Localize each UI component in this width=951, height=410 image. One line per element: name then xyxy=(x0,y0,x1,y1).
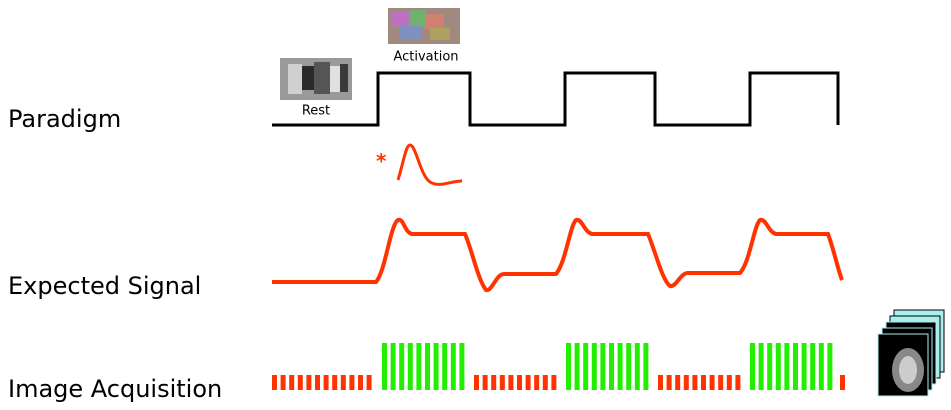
rest-scan-bar xyxy=(358,375,363,390)
rest-scan-bar xyxy=(726,375,732,390)
rest-scan-bar xyxy=(525,375,531,390)
rest-scan-bar xyxy=(340,375,346,390)
active-scan-bar xyxy=(758,343,764,390)
rest-scan-bar xyxy=(709,375,715,390)
rest-scan-bar xyxy=(718,375,724,390)
active-scan-bar xyxy=(634,343,640,390)
active-scan-bar xyxy=(450,343,456,390)
active-scan-bar xyxy=(591,343,597,390)
active-scan-bar xyxy=(784,343,790,390)
hrf-curve xyxy=(396,143,463,186)
rest-scan-bar xyxy=(675,375,681,390)
active-scan-bar xyxy=(617,343,623,390)
rest-scan-bar xyxy=(323,375,329,390)
active-scan-bar xyxy=(643,343,649,390)
active-scan-bar xyxy=(407,343,413,390)
rest-scan-bar xyxy=(499,375,505,390)
row-label: Paradigm xyxy=(8,105,121,133)
active-scan-bar xyxy=(775,343,781,390)
rest-scan-bar xyxy=(658,375,663,390)
active-scan-bar xyxy=(600,343,606,390)
rest-scan-bar xyxy=(666,375,672,390)
volume-stack xyxy=(877,309,945,397)
row-label: Image Acquisition xyxy=(8,375,222,403)
thumbnail-label: Activation xyxy=(393,50,458,65)
rest-scan-bar xyxy=(474,375,479,390)
active-scan-bar xyxy=(750,343,755,390)
rest-scan-bar xyxy=(366,375,372,390)
active-scan-bar xyxy=(442,343,448,390)
rest-thumbnail xyxy=(280,58,352,100)
active-scan-bar xyxy=(433,343,439,390)
activation-thumbnail xyxy=(388,8,460,44)
rest-scan-bar xyxy=(349,375,355,390)
rest-scan-bar xyxy=(306,375,312,390)
active-scan-bar xyxy=(459,343,465,390)
rest-scan-bar xyxy=(542,375,548,390)
active-scan-bar xyxy=(382,343,387,390)
rest-scan-bar xyxy=(701,375,706,390)
active-scan-bar xyxy=(566,343,571,390)
active-scan-bar xyxy=(399,343,405,390)
rest-scan-bar xyxy=(332,375,338,390)
active-scan-bar xyxy=(801,343,807,390)
active-scan-bar xyxy=(416,343,422,390)
rest-scan-bar xyxy=(683,375,689,390)
thumbnail-label: Rest xyxy=(302,104,330,119)
active-scan-bar xyxy=(390,343,396,390)
rest-scan-bar xyxy=(272,375,277,390)
active-scan-bar xyxy=(425,343,430,390)
rest-scan-bar xyxy=(280,375,286,390)
rest-scan-bar xyxy=(517,375,522,390)
rest-scan-bar xyxy=(315,375,320,390)
rest-scan-bar xyxy=(534,375,540,390)
active-scan-bar xyxy=(767,343,773,390)
paradigm-wave xyxy=(272,71,840,127)
active-scan-bar xyxy=(574,343,580,390)
rest-scan-bar xyxy=(840,375,845,390)
active-scan-bar xyxy=(827,343,833,390)
row-label: Expected Signal xyxy=(8,272,201,300)
active-scan-bar xyxy=(626,343,632,390)
acquisition-bars xyxy=(272,343,845,390)
active-scan-bar xyxy=(609,343,614,390)
rest-scan-bar xyxy=(551,375,557,390)
rest-scan-bar xyxy=(297,375,303,390)
rest-scan-bar xyxy=(508,375,514,390)
active-scan-bar xyxy=(810,343,816,390)
active-scan-bar xyxy=(793,343,798,390)
active-scan-bar xyxy=(818,343,824,390)
expected-signal xyxy=(272,217,844,293)
rest-scan-bar xyxy=(491,375,497,390)
rest-scan-bar xyxy=(289,375,295,390)
rest-scan-bar xyxy=(735,375,741,390)
active-scan-bar xyxy=(583,343,589,390)
rest-scan-bar xyxy=(692,375,698,390)
rest-scan-bar xyxy=(482,375,488,390)
hrf-marker: * xyxy=(376,149,387,173)
